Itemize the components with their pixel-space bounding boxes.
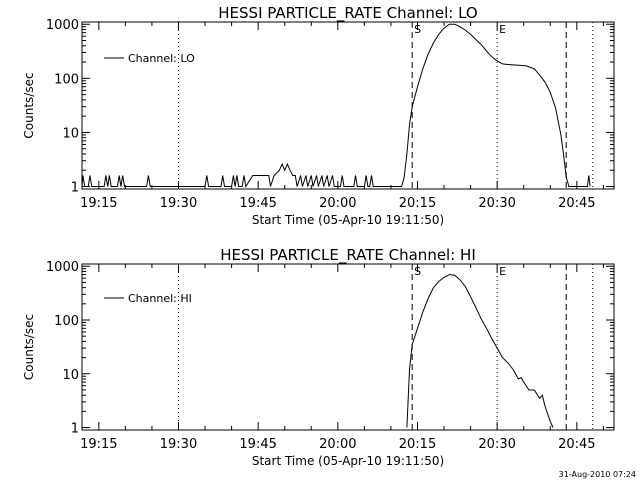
chart1-xlabel: Start Time (05-Apr-10 19:11:50) bbox=[252, 213, 444, 227]
chart2-xtick-label: 19:30 bbox=[160, 437, 197, 452]
chart2-xlabel: Start Time (05-Apr-10 19:11:50) bbox=[252, 454, 444, 468]
chart2-xtick-label: 19:45 bbox=[239, 437, 276, 452]
generation-timestamp: 31-Aug-2010 07:24 bbox=[559, 470, 636, 479]
chart1-legend-label: Channel: LO bbox=[128, 52, 195, 65]
chart2-plot-frame bbox=[81, 263, 615, 431]
chart2-xtick-label: 20:00 bbox=[319, 437, 356, 452]
chart2-ytick-label: 1 bbox=[71, 422, 79, 437]
chart1-ytick-label: 1000 bbox=[46, 18, 79, 33]
chart2-ytick-label: 10 bbox=[62, 368, 79, 383]
chart2-xtick-label: 20:15 bbox=[399, 437, 436, 452]
chart2-xtick-label: 20:45 bbox=[558, 437, 595, 452]
chart2-xtick-label: 19:15 bbox=[80, 437, 117, 452]
chart2-ytick-label: 1000 bbox=[46, 260, 79, 275]
chart1-ytick-label: 100 bbox=[54, 72, 79, 87]
chart2-series-line bbox=[406, 274, 554, 428]
chart2-title: HESSI PARTICLE_RATE Channel: HI bbox=[220, 246, 476, 265]
chart1-xtick-label: 20:00 bbox=[319, 196, 356, 211]
chart1-xtick-label: 19:30 bbox=[160, 196, 197, 211]
chart2-xtick-label: 20:30 bbox=[478, 437, 515, 452]
chart1-xtick-label: 19:15 bbox=[80, 196, 117, 211]
chart1-ytick-label: 1 bbox=[71, 181, 79, 196]
chart1-ylabel: Counts/sec bbox=[22, 72, 36, 138]
chart2-ylabel: Counts/sec bbox=[22, 314, 36, 380]
chart1-xtick-label: 19:45 bbox=[239, 196, 276, 211]
chart1-xtick-label: 20:15 bbox=[399, 196, 436, 211]
chart2-ytick-label: 100 bbox=[54, 314, 79, 329]
chart2-legend-label: Channel: HI bbox=[128, 292, 192, 305]
chart2-vline-label: E bbox=[499, 265, 506, 278]
chart1-series-line bbox=[81, 23, 591, 188]
chart1-vline-label: E bbox=[499, 23, 506, 36]
chart2-vline-label: S bbox=[414, 265, 421, 278]
chart1-vline-label: S bbox=[414, 23, 421, 36]
chart1-ytick-label: 10 bbox=[62, 126, 79, 141]
chart1-xtick-label: 20:45 bbox=[558, 196, 595, 211]
chart1-title: HESSI PARTICLE_RATE Channel: LO bbox=[218, 4, 477, 23]
chart1-xtick-label: 20:30 bbox=[478, 196, 515, 211]
chart1-plot-frame bbox=[81, 21, 615, 190]
